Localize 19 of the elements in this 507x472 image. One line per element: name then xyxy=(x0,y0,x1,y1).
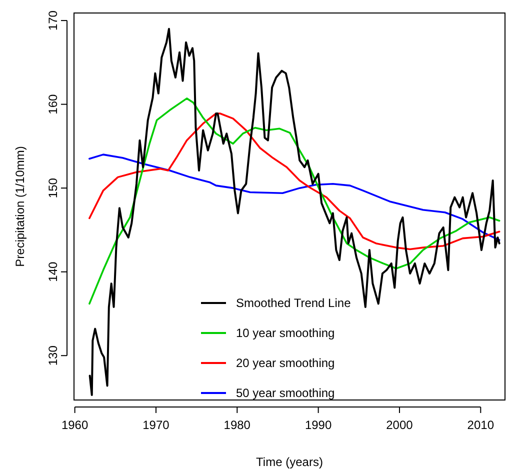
y-tick-label: 140 xyxy=(46,262,60,282)
legend-label: 20 year smoothing xyxy=(236,356,335,370)
legend-label: 50 year smoothing xyxy=(236,386,335,400)
legend-label: 10 year smoothing xyxy=(236,326,335,340)
x-tick-label: 1970 xyxy=(142,418,170,432)
x-tick-label: 1980 xyxy=(224,418,251,432)
x-tick-label: 2010 xyxy=(467,418,494,432)
line-series xyxy=(88,112,500,250)
x-axis-title: Time (years) xyxy=(256,455,323,469)
x-tick-label: 1960 xyxy=(61,418,88,432)
y-tick-label: 160 xyxy=(46,94,60,114)
y-axis-title: Precipitation (1/10mm) xyxy=(13,146,27,267)
legend-label: Smoothed Trend Line xyxy=(236,296,352,310)
x-tick-label: 1990 xyxy=(304,418,332,432)
y-tick-label: 170 xyxy=(46,10,60,31)
y-tick-label: 150 xyxy=(46,178,60,198)
line-series xyxy=(88,154,500,241)
x-tick-label: 2000 xyxy=(386,418,414,432)
y-tick-label: 130 xyxy=(46,345,60,366)
